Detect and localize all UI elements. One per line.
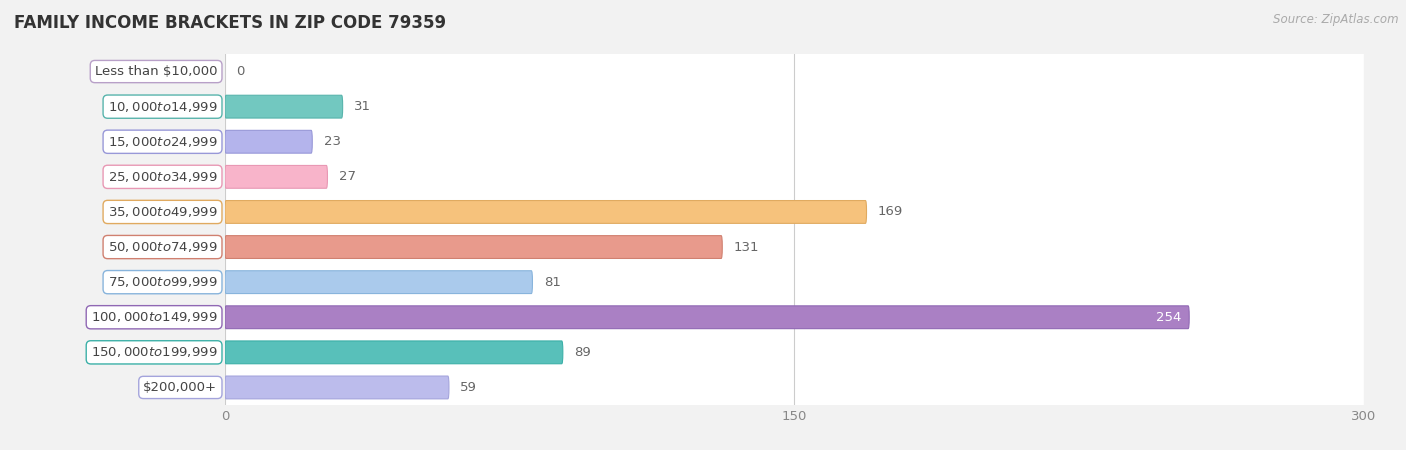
Text: 59: 59 bbox=[460, 381, 477, 394]
Text: $150,000 to $199,999: $150,000 to $199,999 bbox=[91, 345, 218, 360]
Bar bbox=[225, 194, 1364, 230]
Text: $75,000 to $99,999: $75,000 to $99,999 bbox=[108, 275, 218, 289]
Text: 23: 23 bbox=[323, 135, 340, 148]
Bar bbox=[225, 265, 1364, 300]
FancyBboxPatch shape bbox=[225, 236, 723, 258]
Text: FAMILY INCOME BRACKETS IN ZIP CODE 79359: FAMILY INCOME BRACKETS IN ZIP CODE 79359 bbox=[14, 14, 446, 32]
Text: 0: 0 bbox=[236, 65, 245, 78]
Bar bbox=[225, 370, 1364, 405]
Bar bbox=[225, 230, 1364, 265]
FancyBboxPatch shape bbox=[225, 341, 562, 364]
Text: 89: 89 bbox=[574, 346, 591, 359]
Bar bbox=[225, 124, 1364, 159]
Text: $15,000 to $24,999: $15,000 to $24,999 bbox=[108, 135, 218, 149]
Text: $35,000 to $49,999: $35,000 to $49,999 bbox=[108, 205, 218, 219]
Text: 254: 254 bbox=[1156, 311, 1181, 324]
Text: 169: 169 bbox=[877, 206, 903, 218]
Text: 27: 27 bbox=[339, 171, 356, 183]
Bar bbox=[225, 159, 1364, 194]
Bar bbox=[225, 300, 1364, 335]
Text: Source: ZipAtlas.com: Source: ZipAtlas.com bbox=[1274, 14, 1399, 27]
Text: $200,000+: $200,000+ bbox=[143, 381, 218, 394]
Text: 81: 81 bbox=[544, 276, 561, 288]
FancyBboxPatch shape bbox=[225, 376, 449, 399]
Bar bbox=[225, 54, 1364, 89]
Text: $50,000 to $74,999: $50,000 to $74,999 bbox=[108, 240, 218, 254]
FancyBboxPatch shape bbox=[225, 95, 343, 118]
Text: 31: 31 bbox=[354, 100, 371, 113]
FancyBboxPatch shape bbox=[225, 166, 328, 188]
Text: 131: 131 bbox=[734, 241, 759, 253]
Text: $10,000 to $14,999: $10,000 to $14,999 bbox=[108, 99, 218, 114]
Bar bbox=[225, 335, 1364, 370]
FancyBboxPatch shape bbox=[225, 271, 533, 293]
FancyBboxPatch shape bbox=[225, 130, 312, 153]
Text: $25,000 to $34,999: $25,000 to $34,999 bbox=[108, 170, 218, 184]
Bar bbox=[225, 89, 1364, 124]
Text: Less than $10,000: Less than $10,000 bbox=[94, 65, 218, 78]
FancyBboxPatch shape bbox=[225, 306, 1189, 328]
Text: $100,000 to $149,999: $100,000 to $149,999 bbox=[91, 310, 218, 324]
FancyBboxPatch shape bbox=[225, 201, 866, 223]
